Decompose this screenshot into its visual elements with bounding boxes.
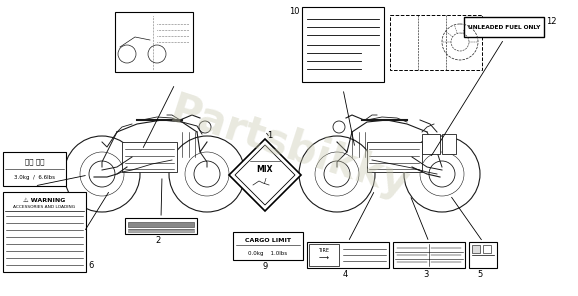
Bar bbox=[128, 222, 194, 227]
Bar bbox=[3, 192, 86, 272]
Text: 6: 6 bbox=[88, 261, 94, 270]
Bar bbox=[483, 245, 491, 253]
Text: 1: 1 bbox=[267, 131, 272, 140]
Text: CARGO LIMIT: CARGO LIMIT bbox=[245, 237, 291, 242]
Text: /: / bbox=[264, 178, 266, 184]
Bar bbox=[393, 242, 465, 268]
Bar bbox=[442, 134, 456, 154]
Text: 9: 9 bbox=[262, 262, 268, 271]
Text: Partsbikky: Partsbikky bbox=[164, 89, 414, 207]
Bar bbox=[472, 245, 480, 253]
Text: 0.0kg    1.0lbs: 0.0kg 1.0lbs bbox=[249, 250, 288, 255]
Bar bbox=[464, 17, 544, 37]
Bar bbox=[390, 15, 482, 70]
Text: 3: 3 bbox=[423, 270, 429, 279]
Bar bbox=[469, 242, 497, 268]
Text: 5: 5 bbox=[477, 270, 483, 279]
Bar bbox=[422, 134, 440, 154]
Text: MIX: MIX bbox=[257, 165, 273, 173]
Bar bbox=[125, 218, 197, 234]
Text: 적재 한계: 적재 한계 bbox=[25, 159, 45, 165]
Bar bbox=[233, 232, 303, 260]
Bar bbox=[309, 244, 339, 266]
Text: 2: 2 bbox=[155, 236, 161, 245]
Bar bbox=[3, 152, 66, 186]
Bar bbox=[115, 12, 193, 72]
Text: 12: 12 bbox=[546, 17, 557, 26]
Bar bbox=[307, 242, 389, 268]
Text: TIRE: TIRE bbox=[318, 247, 329, 252]
Text: UNLEADED FUEL ONLY: UNLEADED FUEL ONLY bbox=[468, 25, 540, 30]
Polygon shape bbox=[229, 139, 301, 211]
Bar bbox=[128, 230, 194, 232]
Text: 10: 10 bbox=[290, 7, 300, 16]
Bar bbox=[367, 142, 422, 172]
Text: ACCESSORIES AND LOADING: ACCESSORIES AND LOADING bbox=[13, 205, 76, 209]
Text: ⚠ WARNING: ⚠ WARNING bbox=[23, 197, 66, 202]
Bar bbox=[122, 142, 177, 172]
Text: 4: 4 bbox=[342, 270, 347, 279]
Text: 3.0kg  /  6.6lbs: 3.0kg / 6.6lbs bbox=[14, 175, 55, 179]
Bar bbox=[302, 7, 384, 82]
Text: ⟶: ⟶ bbox=[319, 256, 329, 262]
